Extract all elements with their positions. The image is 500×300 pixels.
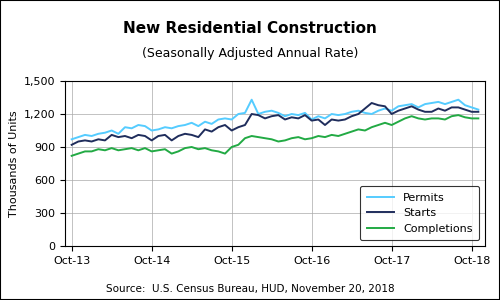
Starts (476, 110, 482, 114)
Completions (176, 150, 182, 153)
Line: Starts: Starts (72, 103, 478, 145)
Completions (476, 117, 482, 120)
Text: (Seasonally Adjusted Annual Rate): (Seasonally Adjusted Annual Rate) (142, 46, 358, 59)
Completions (422, 118, 428, 121)
Permits (476, 108, 482, 111)
Starts (428, 110, 434, 114)
Y-axis label: Thousands of Units: Thousands of Units (10, 110, 20, 217)
Line: Completions: Completions (72, 115, 478, 156)
Permits (148, 129, 154, 132)
Completions (456, 113, 462, 117)
Starts (176, 134, 182, 138)
Completions (102, 148, 108, 152)
Text: Source:  U.S. Census Bureau, HUD, November 20, 2018: Source: U.S. Census Bureau, HUD, Novembe… (106, 284, 395, 294)
Permits (102, 131, 108, 134)
Starts (316, 118, 322, 121)
Completions (148, 150, 154, 153)
Legend: Permits, Starts, Completions: Permits, Starts, Completions (360, 186, 480, 240)
Permits (276, 111, 281, 115)
Starts (148, 139, 154, 142)
Starts (102, 139, 108, 142)
Permits (428, 101, 434, 105)
Starts (68, 143, 74, 147)
Permits (322, 117, 328, 120)
Starts (368, 101, 374, 105)
Permits (176, 124, 182, 128)
Permits (68, 137, 74, 141)
Line: Permits: Permits (72, 100, 478, 139)
Completions (68, 154, 74, 158)
Permits (248, 98, 254, 101)
Text: New Residential Construction: New Residential Construction (123, 21, 377, 36)
Starts (268, 114, 274, 118)
Completions (316, 134, 322, 138)
Completions (268, 137, 274, 141)
